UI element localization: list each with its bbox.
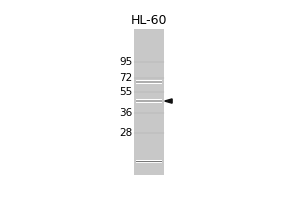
Text: 28: 28: [120, 128, 133, 138]
Text: 55: 55: [120, 87, 133, 97]
Bar: [134, 29, 164, 175]
Text: 95: 95: [120, 57, 133, 67]
Text: HL-60: HL-60: [131, 14, 167, 27]
Text: 72: 72: [120, 73, 133, 83]
Polygon shape: [165, 99, 172, 103]
Text: 36: 36: [120, 108, 133, 118]
